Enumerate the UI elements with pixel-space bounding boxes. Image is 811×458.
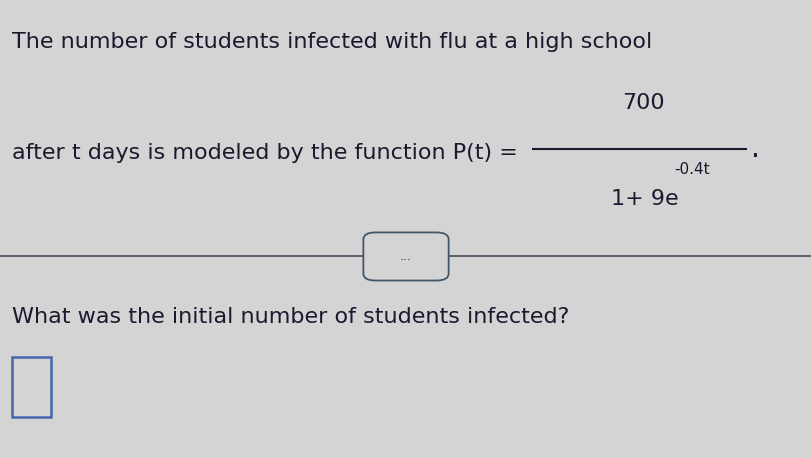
- Text: 1+ 9e: 1+ 9e: [611, 189, 678, 209]
- Text: What was the initial number of students infected?: What was the initial number of students …: [12, 307, 569, 327]
- Text: -0.4t: -0.4t: [673, 162, 709, 177]
- FancyBboxPatch shape: [363, 233, 448, 280]
- Text: ...: ...: [400, 250, 411, 263]
- Text: 700: 700: [621, 93, 664, 113]
- Text: after t days is modeled by the function P(t) =: after t days is modeled by the function …: [12, 143, 517, 164]
- Text: .: .: [750, 135, 759, 163]
- Text: The number of students infected with flu at a high school: The number of students infected with flu…: [12, 32, 651, 52]
